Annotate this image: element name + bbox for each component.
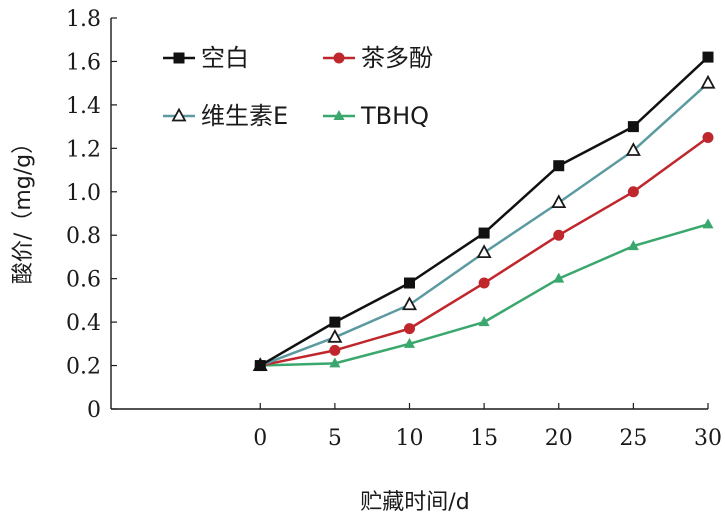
data-point xyxy=(329,357,341,368)
legend-entry: 茶多酚 xyxy=(323,44,433,72)
series-1 xyxy=(254,131,714,372)
data-point xyxy=(700,74,716,89)
data-point xyxy=(329,344,341,356)
legend-label: 维生素E xyxy=(201,102,288,130)
y-tick-label: 1.4 xyxy=(66,94,101,119)
legend-entry: 空白 xyxy=(163,44,249,72)
y-tick-label: 0.4 xyxy=(66,311,101,336)
y-tick-label: 1.8 xyxy=(66,7,101,32)
x-tick-label: 5 xyxy=(328,426,342,451)
legend-marker xyxy=(173,52,185,64)
legend-label: 空白 xyxy=(201,44,249,72)
x-tick-label: 10 xyxy=(396,426,424,451)
data-point xyxy=(404,337,415,348)
x-axis-title: 贮藏时间/d xyxy=(360,490,469,515)
data-point xyxy=(702,131,714,143)
data-point xyxy=(327,328,343,343)
legend-marker xyxy=(171,107,187,122)
x-tick-label: 25 xyxy=(619,426,647,451)
data-point xyxy=(702,51,714,63)
data-point xyxy=(478,316,490,327)
data-point xyxy=(553,160,565,172)
data-point xyxy=(476,244,492,259)
data-point xyxy=(404,323,415,335)
data-point xyxy=(551,194,567,209)
data-point xyxy=(329,316,341,328)
data-point xyxy=(254,360,266,372)
data-point xyxy=(404,277,415,289)
series-3 xyxy=(254,218,714,370)
y-tick-label: 0 xyxy=(87,398,101,423)
data-point xyxy=(627,186,639,198)
series-0 xyxy=(254,51,714,372)
x-tick-label: 0 xyxy=(253,426,267,451)
data-point xyxy=(553,229,565,241)
x-tick-label: 20 xyxy=(545,426,573,451)
data-point xyxy=(627,121,639,133)
x-tick-label: 30 xyxy=(694,426,722,451)
legend-label: 茶多酚 xyxy=(361,44,433,72)
y-axis-ticks: 0 0.2 0.4 0.6 0.8 1.0 1.2 1.4 1.6 1.8 xyxy=(66,7,117,423)
x-axis-ticks: 0 5 10 15 20 25 30 xyxy=(253,403,722,451)
data-point xyxy=(702,218,714,229)
data-point xyxy=(625,142,641,156)
y-tick-label: 0.6 xyxy=(66,268,101,293)
data-point xyxy=(553,272,565,283)
data-point xyxy=(401,296,418,311)
y-axis-title: 酸价/（mg/g） xyxy=(11,132,36,284)
axes xyxy=(110,18,708,410)
x-tick-label: 15 xyxy=(470,426,498,451)
y-tick-label: 1.0 xyxy=(66,181,101,206)
series-group xyxy=(252,51,716,372)
y-tick-label: 1.2 xyxy=(66,137,101,162)
legend-entry: TBHQ xyxy=(323,102,429,130)
legend-marker xyxy=(333,110,345,120)
legend-entry: 维生素E xyxy=(163,102,288,130)
legend-label: TBHQ xyxy=(360,102,429,130)
data-point xyxy=(627,240,639,251)
data-point xyxy=(478,277,490,289)
y-tick-label: 0.2 xyxy=(66,355,101,380)
y-tick-label: 1.6 xyxy=(66,50,101,75)
y-tick-label: 0.8 xyxy=(66,224,101,249)
data-point xyxy=(478,227,490,239)
legend-marker xyxy=(333,52,345,64)
